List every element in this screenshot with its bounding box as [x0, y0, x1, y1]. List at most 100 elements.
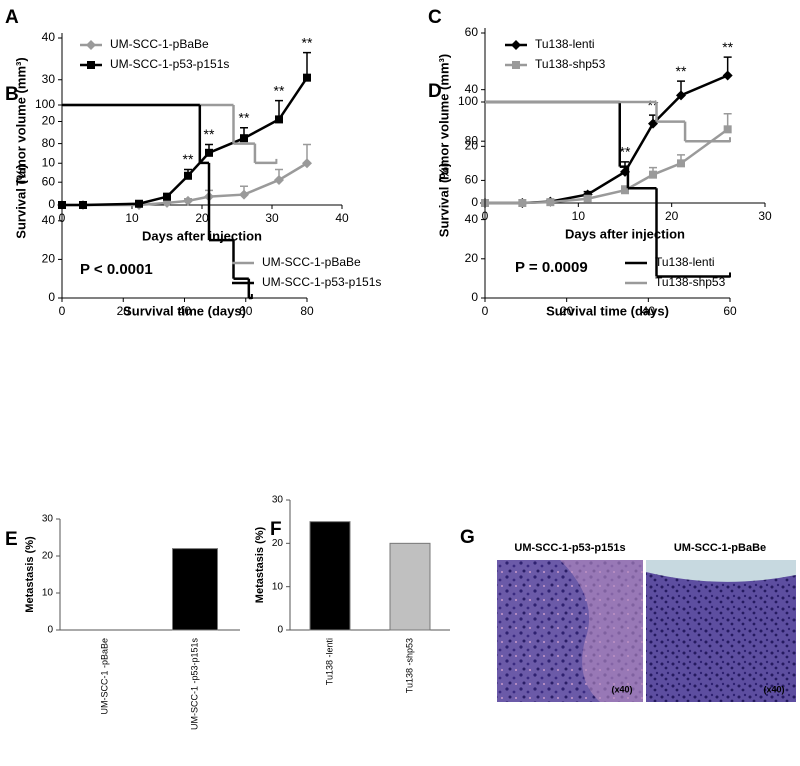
y-axis-label: Survival (%)	[436, 163, 451, 237]
significance: **	[183, 151, 194, 167]
marker	[205, 148, 213, 157]
y-tick-label: 20	[42, 551, 54, 562]
marker	[546, 198, 555, 207]
x-axis-label: Days after injection	[142, 228, 262, 243]
y-tick-label: 100	[458, 94, 478, 108]
marker	[86, 40, 96, 50]
marker	[87, 61, 95, 69]
y-axis-label: Metastasis (%)	[254, 526, 266, 603]
y-tick-label: 0	[277, 625, 283, 636]
y-tick-label: 0	[471, 195, 478, 209]
x-tick-label: 20	[117, 304, 131, 318]
panel-g: G UM-SCC-1-p53-p151s UM-SCC-1-pBaBe (x40…	[460, 527, 796, 702]
y-tick-label: 40	[42, 213, 56, 227]
x-tick-label: 80	[300, 304, 314, 318]
bar	[309, 521, 351, 631]
y-tick-label: 0	[47, 625, 53, 636]
y-tick-label: 20	[465, 251, 479, 265]
y-tick-label: 60	[465, 173, 479, 187]
y-tick-label: 10	[272, 581, 284, 592]
significance: **	[620, 144, 631, 160]
y-tick-label: 20	[272, 538, 284, 549]
x-tick-label: 30	[758, 209, 772, 223]
marker	[676, 90, 686, 101]
marker	[512, 61, 520, 69]
y-axis-label: Survival (%)	[13, 164, 28, 238]
marker	[274, 174, 284, 185]
marker	[583, 194, 592, 203]
y-tick-label: 20	[42, 252, 56, 266]
legend-label: UM-SCC-1-p53-p151s	[262, 275, 381, 289]
x-tick-label: 20	[195, 211, 209, 225]
series-line	[485, 74, 729, 205]
x-tick-label: 20	[665, 209, 679, 223]
image-title: UM-SCC-1-pBaBe	[674, 542, 766, 554]
marker	[240, 134, 248, 143]
panel-label: B	[5, 84, 19, 105]
x-tick-label: 10	[125, 211, 139, 225]
legend-label: UM-SCC-1-p53-p151s	[110, 57, 229, 71]
y-tick-label: 40	[465, 82, 479, 96]
y-tick-label: 80	[42, 136, 56, 150]
marker	[722, 70, 733, 81]
marker	[183, 195, 193, 206]
x-axis-label: Days after injection	[565, 226, 685, 241]
x-tick-label: Tu138 -lenti	[324, 638, 334, 685]
y-axis-label: Tumor volume (mm³)	[13, 57, 28, 185]
legend-label: UM-SCC-1-pBaBe	[110, 37, 209, 51]
significance: **	[302, 34, 313, 50]
stroma	[560, 560, 643, 702]
y-tick-label: 100	[35, 97, 55, 111]
x-tick-label: Tu138 -shp53	[404, 638, 414, 693]
error-bar	[303, 51, 311, 78]
legend-label: Tu138-lenti	[535, 37, 595, 51]
p-value: P < 0.0001	[80, 261, 153, 278]
legend-label: Tu138-lenti	[655, 255, 715, 269]
y-tick-label: 60	[465, 25, 479, 39]
y-tick-label: 30	[42, 514, 54, 525]
significance: **	[204, 126, 215, 142]
panel-label: A	[5, 7, 19, 28]
legend-label: UM-SCC-1-pBaBe	[262, 255, 361, 269]
panel-label: F	[270, 519, 282, 540]
y-tick-label: 60	[42, 174, 56, 188]
series-line	[62, 76, 309, 207]
significance: **	[239, 109, 250, 125]
marker	[511, 40, 521, 50]
y-tick-label: 40	[42, 30, 56, 44]
marker	[303, 73, 311, 82]
marker	[302, 158, 312, 169]
legend-label: Tu138-shp53	[655, 275, 726, 289]
marker	[135, 199, 143, 208]
x-tick-label: 20	[560, 304, 574, 318]
y-axis-label: Metastasis (%)	[24, 536, 36, 613]
x-axis-label: Survival time (days)	[123, 303, 246, 318]
bar	[172, 548, 218, 631]
y-tick-label: 20	[42, 114, 56, 128]
x-tick-label: 60	[723, 304, 737, 318]
x-tick-label: 0	[482, 304, 489, 318]
x-tick-label: UM-SCC-1 -pBaBe	[99, 638, 109, 715]
marker	[163, 192, 171, 201]
marker	[677, 159, 685, 168]
y-tick-label: 0	[48, 197, 55, 211]
x-tick-label: 0	[59, 304, 66, 318]
marker	[723, 125, 732, 134]
magnification: (x40)	[611, 684, 632, 694]
image-title: UM-SCC-1-p53-p151s	[514, 542, 625, 554]
marker	[239, 189, 249, 200]
marker	[518, 199, 527, 207]
x-tick-label: 30	[265, 211, 279, 225]
y-tick-label: 40	[465, 212, 479, 226]
panel-label: G	[460, 527, 475, 548]
panel-label: E	[5, 529, 18, 550]
x-tick-label: 10	[572, 209, 586, 223]
marker	[621, 186, 629, 195]
y-tick-label: 30	[42, 72, 56, 86]
y-tick-label: 10	[42, 155, 56, 169]
x-tick-label: 60	[239, 304, 253, 318]
marker	[649, 170, 657, 179]
x-tick-label: UM-SCC-1 -p53-p151s	[189, 638, 199, 731]
y-tick-label: 30	[272, 495, 284, 506]
